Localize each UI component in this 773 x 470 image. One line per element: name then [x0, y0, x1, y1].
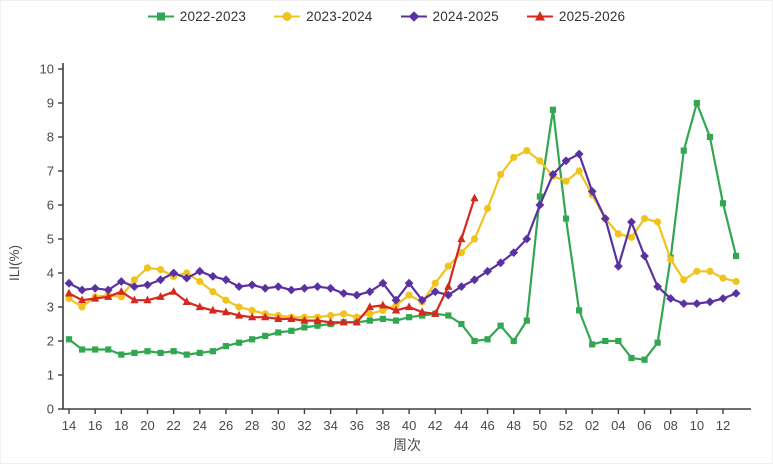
x-tick-label: 14 — [62, 418, 76, 433]
x-tick-label: 28 — [245, 418, 259, 433]
y-tick-label: 0 — [47, 402, 54, 417]
x-tick-label: 42 — [428, 418, 442, 433]
y-tick-label: 1 — [47, 368, 54, 383]
x-tick-label: 48 — [506, 418, 520, 433]
legend-item-2025-2026: 2025-2026 — [526, 9, 626, 24]
x-tick-label: 52 — [559, 418, 573, 433]
x-tick-label: 44 — [454, 418, 468, 433]
x-axis: 14 16 18 20 22 24 26 28 30 32 34 36 38 40 42 44 46 48 50 52… — [62, 409, 730, 433]
chart-legend: 2022-2023 2023-2024 2024-2025 2025-2026 — [1, 9, 772, 24]
y-tick-label: 6 — [47, 198, 54, 213]
x-tick-label: 26 — [219, 418, 233, 433]
series-2024-2025 — [64, 149, 741, 308]
x-tick-label: 12 — [716, 418, 730, 433]
legend-marker-square-icon — [147, 12, 174, 21]
series-2022-2023 — [65, 99, 740, 363]
x-tick-label: 02 — [585, 418, 599, 433]
x-axis-title: 周次 — [393, 437, 421, 453]
legend-item-2024-2025: 2024-2025 — [400, 9, 499, 24]
legend-item-2022-2023: 2022-2023 — [147, 9, 247, 24]
x-tick-label: 08 — [663, 418, 677, 433]
x-tick-label: 22 — [166, 418, 180, 433]
x-tick-label: 24 — [193, 418, 207, 433]
legend-marker-triangle-icon — [526, 11, 553, 21]
x-tick-label: 36 — [350, 418, 364, 433]
y-axis-title: ILI(%) — [7, 245, 22, 281]
x-tick-label: 06 — [637, 418, 651, 433]
y-tick-label: 9 — [47, 96, 54, 111]
y-tick-label: 5 — [47, 232, 54, 247]
legend-label: 2023-2024 — [306, 9, 373, 24]
x-tick-label: 16 — [88, 418, 102, 433]
y-tick-label: 8 — [47, 130, 54, 145]
y-tick-label: 7 — [47, 164, 54, 179]
y-tick-label: 10 — [40, 62, 54, 77]
legend-label: 2024-2025 — [432, 9, 499, 24]
x-tick-label: 04 — [611, 418, 625, 433]
legend-marker-circle-icon — [274, 12, 301, 21]
x-tick-label: 38 — [376, 418, 390, 433]
legend-label: 2025-2026 — [558, 9, 626, 24]
y-axis: 0 1 2 3 4 5 6 7 8 9 10 — [40, 62, 63, 417]
legend-item-2023-2024: 2023-2024 — [274, 9, 372, 24]
x-tick-label: 46 — [480, 418, 494, 433]
legend-label: 2022-2023 — [179, 9, 247, 24]
x-tick-label: 32 — [297, 418, 311, 433]
x-tick-label: 20 — [140, 418, 154, 433]
x-tick-label: 40 — [402, 418, 416, 433]
x-tick-label: 30 — [271, 418, 285, 433]
x-tick-label: 10 — [690, 418, 704, 433]
y-tick-label: 4 — [47, 266, 54, 281]
y-tick-label: 2 — [47, 334, 54, 349]
x-tick-label: 34 — [323, 418, 337, 433]
x-tick-label: 50 — [533, 418, 547, 433]
series-2025-2026 — [64, 193, 479, 326]
y-tick-label: 3 — [47, 300, 54, 315]
legend-marker-diamond-icon — [400, 11, 427, 22]
x-tick-label: 18 — [114, 418, 128, 433]
